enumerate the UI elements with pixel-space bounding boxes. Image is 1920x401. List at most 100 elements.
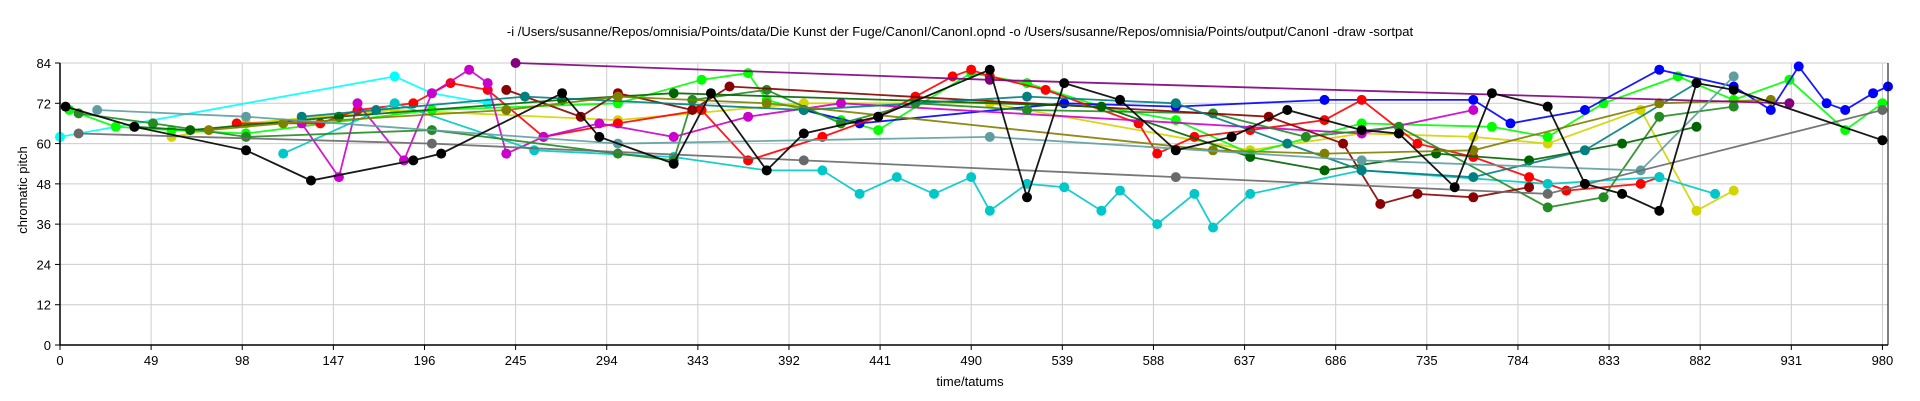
data-point [1654,172,1665,183]
data-point [1356,155,1367,166]
data-point [203,125,214,136]
data-point [798,128,809,139]
x-tick-label: 441 [869,353,891,368]
data-point [1096,205,1107,216]
data-point [873,111,884,122]
data-point [1059,78,1070,89]
x-tick-label: 539 [1051,353,1073,368]
x-tick-label: 931 [1780,353,1802,368]
data-point [510,58,521,68]
data-point [1319,165,1330,176]
data-point [594,131,605,142]
series-line [134,92,1697,172]
data-point [1728,101,1739,112]
series-line [59,75,488,138]
data-point [761,98,772,109]
data-point [1375,199,1386,209]
data-point [1542,188,1553,199]
series-line [208,95,1771,155]
data-point [1115,94,1125,105]
y-tick-label: 84 [37,56,51,71]
data-point [1468,105,1479,115]
data-point [1617,138,1628,149]
data-point [389,71,400,82]
data-point [1821,98,1832,109]
x-tick-label: 637 [1234,353,1256,368]
series-group [60,64,1888,216]
x-tick-label: 833 [1598,353,1620,368]
x-tick-label: 245 [505,353,527,368]
data-point [1524,182,1535,193]
x-axis-label: time/tatums [936,374,1004,389]
data-point [389,98,400,109]
x-tick-label: 294 [596,353,618,368]
data-point [1338,138,1349,149]
data-point [1393,128,1404,139]
data-point [1654,111,1665,122]
data-point [1654,205,1665,216]
data-point [854,188,865,199]
data-point [1868,88,1879,99]
data-point [129,121,140,132]
data-point [1022,91,1032,102]
data-point [668,131,679,142]
series-line [78,109,1883,195]
x-tick-label: 686 [1325,353,1347,368]
data-point [984,64,995,75]
x-tick-label: 882 [1689,353,1711,368]
data-point [1617,188,1628,199]
data-point [426,138,437,149]
x-tick-label: 490 [960,353,982,368]
series-line [803,64,1889,125]
plot-series [55,58,1893,233]
data-point [1245,188,1256,199]
data-point [668,158,679,169]
data-point [817,165,828,176]
data-point [966,172,977,183]
data-point [1579,105,1590,115]
data-point [1300,131,1311,142]
data-point [1635,178,1646,189]
data-point [557,88,568,99]
data-point [436,148,447,159]
data-point [724,81,735,92]
data-point [185,125,196,136]
data-point [352,98,363,109]
data-point [408,155,419,166]
data-point [1096,101,1107,112]
data-point [241,131,251,142]
data-point [743,111,754,122]
data-point [947,71,958,82]
data-point [1170,98,1181,109]
data-point [315,118,326,129]
data-point [761,84,772,95]
axes: 0 49 98 147 196 245 294 343 392 441 490 539 588 637 68… [37,56,1894,368]
data-point [278,148,289,159]
data-point [1505,118,1516,129]
data-point [612,148,623,159]
data-point [1728,71,1739,82]
data-point [1356,125,1367,136]
data-point [166,125,177,136]
data-point [1691,205,1702,216]
data-point [1728,185,1739,196]
data-point [761,165,772,176]
data-point [966,64,977,75]
data-point [1579,145,1590,156]
data-point [1022,192,1032,203]
x-tick-label: 343 [687,353,709,368]
data-point [1710,188,1721,199]
data-point [705,88,716,99]
data-point [1226,131,1237,142]
data-point [1282,105,1293,115]
data-point [426,88,437,99]
data-point [1152,219,1163,230]
data-point [1282,138,1293,149]
data-point [1059,98,1070,109]
x-tick-label: 784 [1507,353,1529,368]
data-point [743,68,754,79]
data-point [1654,98,1665,109]
data-point [668,88,679,99]
